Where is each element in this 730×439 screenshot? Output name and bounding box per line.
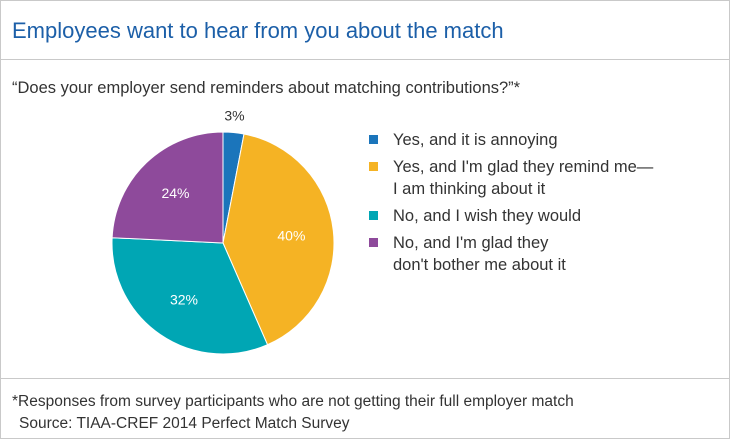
slice-value-label-2: 32% (170, 292, 198, 308)
legend-item-2: No, and I wish they would (369, 205, 653, 227)
slice-value-label-0: 3% (224, 108, 244, 124)
legend-label-1: Yes, and I'm glad they remind me— I am t… (393, 158, 654, 198)
chart-legend: Yes, and it is annoying Yes, and I'm glad… (369, 129, 653, 281)
survey-question: “Does your employer send reminders about… (12, 79, 521, 97)
source-note: Source: TIAA-CREF 2014 Perfect Match Sur… (19, 415, 350, 432)
legend-item-0: Yes, and it is annoying (369, 129, 653, 151)
pie-chart: 3% 40% 32% 24% (111, 108, 335, 355)
footer-divider (1, 378, 729, 379)
title-bar: Employees want to hear from you about th… (1, 1, 729, 60)
legend-swatch-1 (369, 162, 378, 171)
pie-slice-2 (111, 237, 269, 355)
legend-label-2: No, and I wish they would (393, 207, 582, 225)
pie-slice-3 (111, 131, 224, 244)
slice-value-label-1: 40% (277, 227, 305, 243)
slice-value-label-3: 24% (161, 185, 189, 201)
legend-item-3: No, and I'm glad they don't bother me ab… (369, 232, 653, 276)
legend-label-0: Yes, and it is annoying (393, 131, 558, 149)
chart-title: Employees want to hear from you about th… (12, 18, 504, 43)
legend-label-3: No, and I'm glad they don't bother me ab… (393, 234, 566, 274)
footnote: *Responses from survey participants who … (12, 393, 574, 410)
legend-item-1: Yes, and I'm glad they remind me— I am t… (369, 156, 653, 200)
legend-swatch-0 (369, 135, 378, 144)
pie-slice-1 (222, 133, 335, 346)
legend-swatch-2 (369, 211, 378, 220)
legend-swatch-3 (369, 238, 378, 247)
